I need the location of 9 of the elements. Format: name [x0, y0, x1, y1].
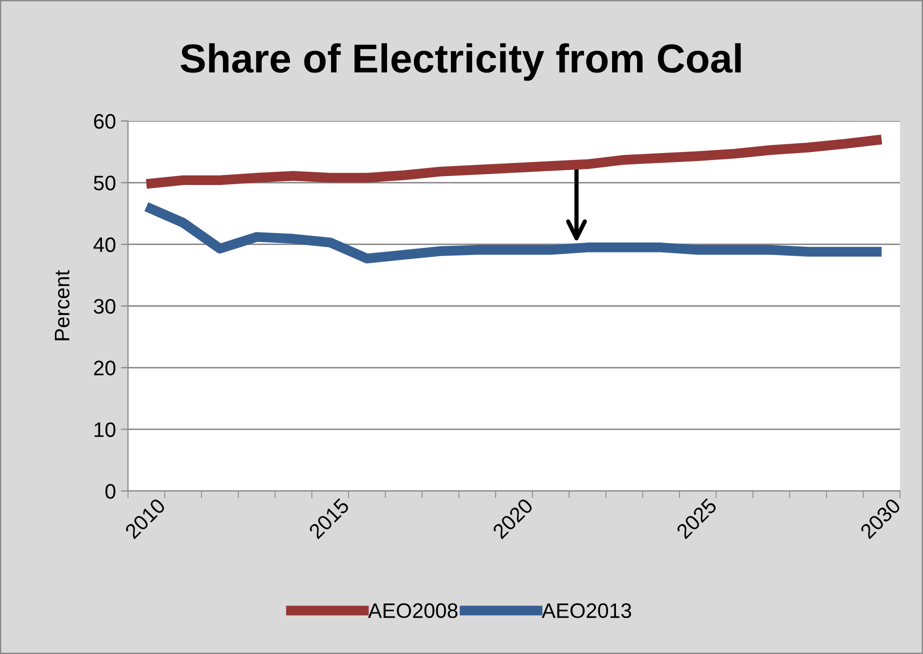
y-tick-label: 30 [94, 299, 116, 314]
y-tick-label: 0 [105, 484, 116, 499]
y-tick-label: 20 [94, 360, 116, 376]
y-tick-label: 10 [94, 422, 116, 438]
chart-title: Share of Electricity from Coal [180, 43, 741, 81]
y-tick-label: 50 [94, 176, 116, 190]
y-tick-label: 40 [94, 237, 116, 252]
y-axis-title: Percent [54, 270, 70, 340]
y-tick-label: 60 [94, 114, 116, 129]
